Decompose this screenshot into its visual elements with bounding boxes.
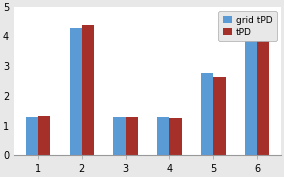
Bar bbox=[70, 28, 82, 155]
Bar bbox=[201, 73, 213, 155]
Bar bbox=[245, 37, 257, 155]
Bar bbox=[38, 116, 50, 155]
Bar bbox=[113, 117, 126, 155]
Bar bbox=[26, 118, 38, 155]
Bar bbox=[126, 117, 138, 155]
Bar bbox=[170, 118, 182, 155]
Bar bbox=[82, 25, 94, 155]
Bar bbox=[157, 117, 170, 155]
Bar bbox=[257, 37, 270, 155]
Legend: grid tPD, tPD: grid tPD, tPD bbox=[218, 11, 277, 41]
Bar bbox=[213, 77, 225, 155]
